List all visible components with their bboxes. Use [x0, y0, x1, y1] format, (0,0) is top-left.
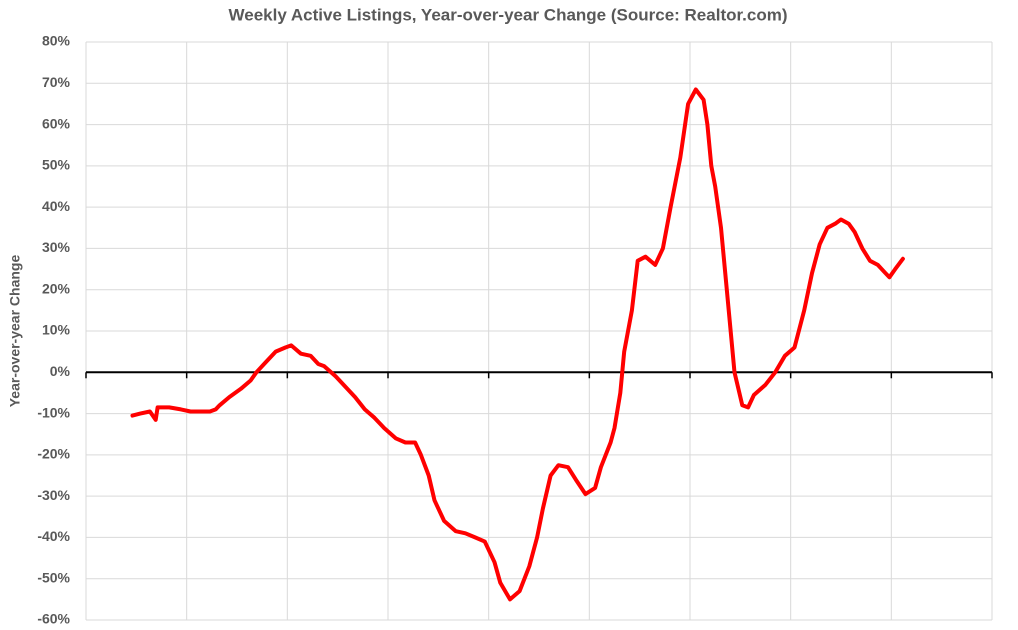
chart-title: Weekly Active Listings, Year-over-year C…	[229, 5, 788, 24]
y-tick-label: -10%	[37, 404, 70, 420]
y-tick-label: 70%	[42, 74, 71, 90]
y-tick-label: 40%	[42, 198, 71, 214]
y-tick-label: 0%	[50, 363, 71, 379]
y-tick-label: 80%	[42, 33, 71, 49]
y-tick-label: -20%	[37, 446, 70, 462]
y-tick-label: -30%	[37, 487, 70, 503]
y-tick-label: 20%	[42, 280, 71, 296]
y-axis-label: Year-over-year Change	[7, 255, 23, 408]
y-tick-label: 30%	[42, 239, 71, 255]
y-tick-label: 60%	[42, 115, 71, 131]
y-tick-label: 10%	[42, 322, 71, 338]
y-tick-label: 50%	[42, 157, 71, 173]
y-tick-label: -40%	[37, 528, 70, 544]
data-line	[130, 87, 905, 602]
y-tick-label: -50%	[37, 569, 70, 585]
y-tick-label: -60%	[37, 611, 70, 627]
